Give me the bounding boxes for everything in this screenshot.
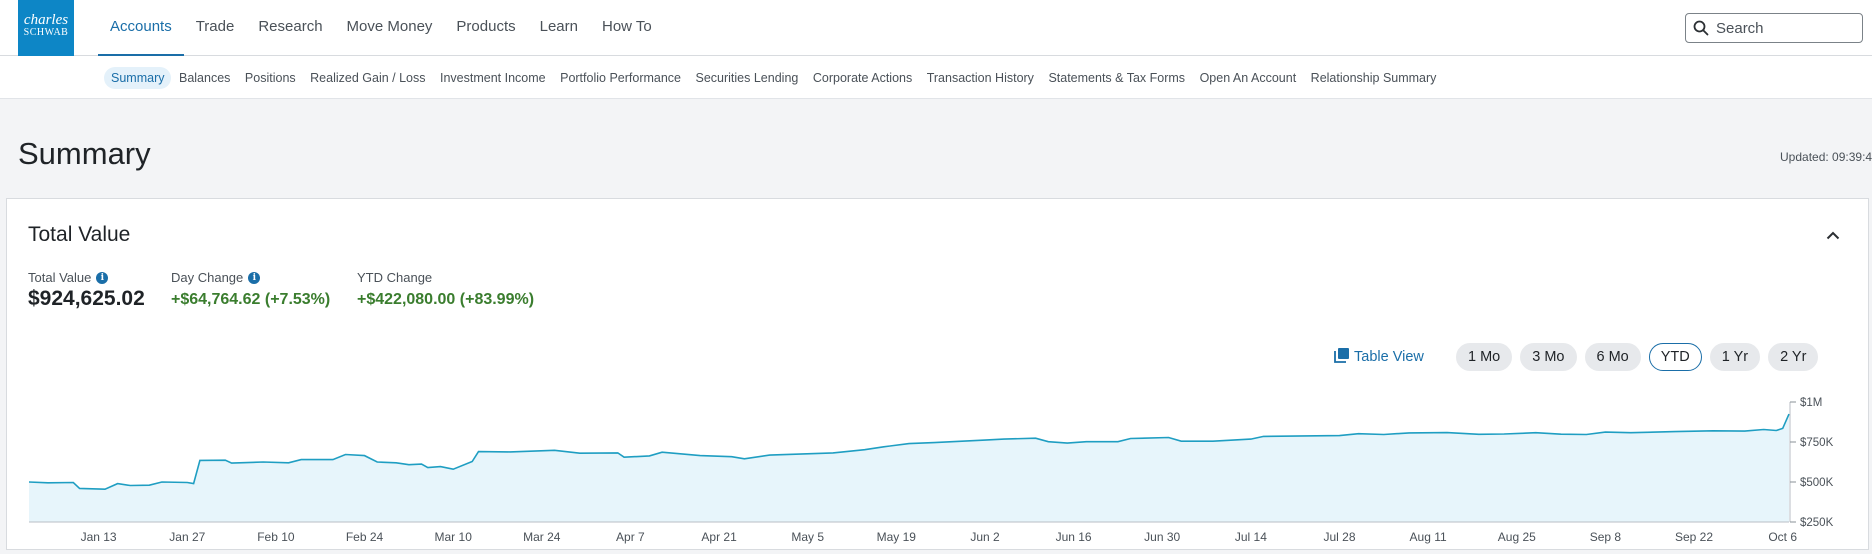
total-value-metric: Total Value i $924,625.02: [28, 270, 145, 311]
x-tick-label: Jan 13: [81, 530, 117, 544]
tab-learn[interactable]: Learn: [539, 18, 578, 35]
tab-products[interactable]: Products: [456, 18, 516, 35]
logo-line-2: SCHWAB: [23, 27, 69, 38]
x-tick-label: Feb 10: [257, 530, 295, 544]
subnav-investment-income[interactable]: Investment Income: [440, 71, 546, 85]
range-2yr-button[interactable]: 2 Yr: [1768, 343, 1819, 371]
chart-series-line: [28, 413, 1790, 491]
range-6mo-button[interactable]: 6 Mo: [1584, 343, 1641, 371]
subnav-items: Summary Balances Positions Realized Gain…: [104, 67, 1444, 89]
schwab-logo[interactable]: charles SCHWAB: [18, 0, 74, 56]
y-tick-label: $250K: [1800, 517, 1834, 529]
range-3mo-button[interactable]: 3 Mo: [1520, 343, 1577, 371]
sub-navigation: Summary Balances Positions Realized Gain…: [0, 56, 1872, 99]
table-view-icon: [1334, 347, 1350, 367]
subnav-relationship-summary[interactable]: Relationship Summary: [1310, 71, 1437, 85]
search-box[interactable]: [1685, 13, 1863, 43]
tab-accounts[interactable]: Accounts: [98, 0, 184, 57]
x-tick-label: Mar 24: [523, 530, 561, 544]
ytd-change-metric: YTD Change +$422,080.00 (+83.99%): [357, 270, 534, 309]
range-1yr-button[interactable]: 1 Yr: [1709, 343, 1761, 371]
subnav-open-an-account[interactable]: Open An Account: [1199, 71, 1297, 85]
search-icon[interactable]: [1686, 14, 1716, 42]
info-icon[interactable]: i: [96, 271, 109, 284]
x-tick-label: Sep 8: [1590, 530, 1622, 544]
x-tick-label: Sep 22: [1675, 530, 1713, 544]
day-change-label-row: Day Change i: [171, 270, 330, 285]
chart-area-fill: [29, 414, 1789, 522]
x-tick-label: Feb 24: [346, 530, 384, 544]
range-1mo-button[interactable]: 1 Mo: [1456, 343, 1513, 371]
x-tick-label: Jan 27: [169, 530, 205, 544]
y-tick-label: $500K: [1800, 477, 1834, 489]
tab-research[interactable]: Research: [258, 18, 323, 35]
page-title: Summary: [18, 136, 151, 171]
x-tick-label: Aug 11: [1410, 530, 1447, 544]
x-tick-label: Jul 14: [1235, 530, 1267, 544]
x-tick-label: Mar 10: [435, 530, 473, 544]
updated-timestamp: Updated: 09:39:4: [1780, 150, 1872, 164]
total-value-label-row: Total Value i: [28, 270, 145, 285]
card-title: Total Value: [28, 223, 131, 246]
y-tick-label: $1M: [1800, 397, 1822, 409]
subnav-statements-tax-forms[interactable]: Statements & Tax Forms: [1048, 71, 1186, 85]
y-tick-label: $750K: [1800, 437, 1834, 449]
chevron-up-icon[interactable]: [1821, 223, 1845, 247]
ytd-change-label: YTD Change: [357, 270, 433, 285]
x-tick-label: Jun 16: [1056, 530, 1092, 544]
x-tick-label: Jun 2: [970, 530, 1000, 544]
chart-x-axis: Jan 13 Jan 27 Feb 10 Feb 24 Mar 10 Mar 24 Apr …: [29, 521, 1797, 544]
day-change-amount: +$64,764.62 (+7.53%): [171, 291, 331, 308]
range-ytd-button[interactable]: YTD: [1648, 343, 1702, 371]
subnav-securities-lending[interactable]: Securities Lending: [695, 71, 799, 85]
total-value-card: Total Value Total Value i $924,625.02 Da…: [6, 198, 1869, 550]
x-tick-label: Oct 6: [1768, 530, 1797, 544]
total-value-amount: $924,625.02: [28, 287, 145, 310]
x-tick-label: Jul 28: [1323, 530, 1355, 544]
subnav-summary[interactable]: Summary: [104, 67, 172, 89]
range-selector: 1 Mo 3 Mo 6 Mo YTD 1 Yr 2 Yr: [1456, 343, 1819, 371]
table-view-label: Table View: [1354, 349, 1424, 365]
main-tabs: Accounts Trade Research Move Money Produ…: [98, 0, 664, 57]
subnav-portfolio-performance[interactable]: Portfolio Performance: [560, 71, 681, 85]
tab-trade[interactable]: Trade: [195, 18, 235, 35]
ytd-change-label-row: YTD Change: [357, 270, 534, 285]
day-change-label: Day Change: [171, 270, 244, 285]
x-tick-label: Apr 7: [616, 530, 645, 544]
x-tick-label: Aug 25: [1498, 530, 1536, 544]
top-navigation: charles SCHWAB Accounts Trade Research M…: [0, 0, 1872, 57]
total-value-chart[interactable]: Jan 13 Jan 27 Feb 10 Feb 24 Mar 10 Mar 24 Apr …: [7, 389, 1869, 544]
total-value-label: Total Value: [28, 270, 92, 285]
subnav-balances[interactable]: Balances: [178, 71, 231, 85]
subnav-corporate-actions[interactable]: Corporate Actions: [812, 71, 913, 85]
x-tick-label: Apr 21: [701, 530, 737, 544]
logo-line-1: charles: [23, 12, 69, 28]
tab-how-to[interactable]: How To: [602, 18, 652, 35]
info-icon[interactable]: i: [248, 271, 261, 284]
search-input[interactable]: [1716, 19, 1856, 37]
subnav-positions[interactable]: Positions: [244, 71, 296, 85]
x-tick-label: Jun 30: [1144, 530, 1180, 544]
subnav-realized-gain-loss[interactable]: Realized Gain / Loss: [310, 71, 426, 85]
ytd-change-amount: +$422,080.00 (+83.99%): [357, 291, 535, 308]
x-tick-label: May 5: [791, 530, 824, 544]
subnav-transaction-history[interactable]: Transaction History: [926, 71, 1034, 85]
tab-move-money[interactable]: Move Money: [346, 18, 433, 35]
table-view-link[interactable]: Table View: [1334, 347, 1424, 367]
day-change-metric: Day Change i +$64,764.62 (+7.53%): [171, 270, 330, 309]
x-tick-label: May 19: [877, 530, 917, 544]
chart-y-axis: $1M $750K $500K $250K: [1789, 397, 1834, 529]
